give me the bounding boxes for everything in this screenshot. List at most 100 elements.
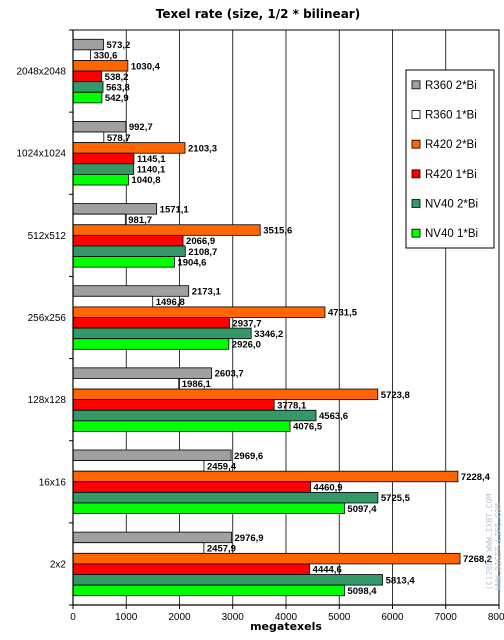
bar: [72, 174, 129, 186]
data-label: 1571,1: [160, 204, 190, 215]
x-tick-label: 1000: [115, 612, 138, 623]
data-label: 992,7: [129, 122, 153, 133]
watermark-line-1: (C)2004 WWW.IXBT.COM: [485, 493, 494, 590]
category-label: 128x128: [28, 395, 67, 406]
category-labels: 2048x2048 1024x1024 512x512 256x256 128x128 1…: [17, 67, 67, 571]
x-tick-label: 5000: [328, 612, 351, 623]
data-label: 1904,6: [177, 257, 206, 268]
bar: [72, 70, 103, 83]
bar: [72, 163, 135, 175]
bar: [72, 502, 345, 514]
legend-swatch: [411, 110, 421, 119]
data-label: 4460,9: [314, 483, 343, 494]
data-label: 2103,3: [188, 143, 217, 154]
data-label: 2969,6: [234, 451, 263, 462]
data-label: 4444,6: [313, 565, 342, 576]
data-label: 1145,1: [137, 154, 166, 165]
data-label: 578,7: [107, 133, 131, 144]
bar: [72, 552, 461, 565]
bar: [72, 256, 175, 268]
bar: [72, 152, 135, 165]
bar: [72, 563, 311, 575]
data-label: 2108,7: [188, 247, 217, 258]
x-tick-label: 8000: [488, 612, 504, 623]
bar: [72, 203, 158, 215]
data-label: 1040,8: [131, 175, 160, 186]
x-axis-title: megatexels: [250, 620, 322, 633]
bar: [72, 38, 104, 51]
tick-labels: 0 1000 2000 3000 4000 5000 6000 7000 8000: [70, 612, 504, 623]
data-label: 3515,6: [263, 226, 292, 237]
bar: [72, 213, 126, 226]
bar: [72, 91, 103, 104]
data-label: 3346,2: [254, 329, 283, 340]
x-tick-label: 0: [70, 612, 76, 623]
bar: [72, 367, 213, 379]
legend-label: R420 1*Bi: [425, 169, 477, 181]
x-tick-label: 6000: [381, 612, 404, 623]
data-label: 5723,8: [381, 390, 410, 401]
legend-box: [405, 69, 495, 249]
data-label: 1986,1: [182, 379, 212, 390]
bar: [72, 142, 186, 154]
data-label: 2976,9: [235, 533, 264, 544]
data-label: 2066,9: [186, 236, 215, 247]
category-label: 16x16: [39, 477, 67, 488]
bar: [72, 542, 205, 554]
data-label: 2457,9: [207, 544, 236, 555]
bar: [72, 327, 252, 340]
x-tick-label: 4000: [275, 612, 298, 623]
data-label: 330,6: [94, 51, 118, 62]
data-label: 563,8: [106, 82, 130, 93]
legend-swatch: [411, 199, 421, 208]
data-label: 2459,4: [207, 461, 237, 472]
bar: [72, 470, 459, 483]
bar: [72, 306, 326, 318]
data-label: 2603,7: [215, 369, 244, 380]
legend-swatch: [411, 169, 421, 179]
bar: [72, 491, 379, 504]
category-label: 256x256: [28, 313, 67, 324]
category-label: 2x2: [50, 559, 67, 570]
data-label: 1140,1: [137, 165, 166, 176]
category-label: 2048x2048: [17, 67, 67, 78]
bar: [72, 531, 232, 544]
legend-swatch: [411, 139, 421, 149]
data-label: 1496,8: [156, 297, 185, 308]
axes: [69, 29, 500, 609]
bar: [72, 420, 291, 432]
watermark-line-2: WWW.DIGIT-LIFE.COM: [494, 503, 503, 590]
data-label: 542,9: [105, 93, 129, 104]
bar: [72, 131, 105, 144]
data-label: 4563,6: [319, 411, 348, 422]
bar: [72, 121, 127, 133]
data-label: 7268,2: [463, 554, 492, 565]
bar: [72, 81, 104, 93]
category-label: 512x512: [28, 231, 67, 242]
bar: [72, 574, 383, 586]
x-tick-label: 2000: [168, 612, 191, 623]
data-label: 5098,4: [347, 586, 377, 597]
bar: [72, 245, 186, 257]
legend-label: R360 2*Bi: [425, 80, 477, 92]
data-label: 981,7: [128, 215, 152, 226]
data-label: 1030,4: [131, 61, 161, 72]
bar: [72, 378, 180, 390]
x-tick-label: 7000: [435, 612, 458, 623]
data-label: 5725,5: [381, 493, 411, 504]
bar: [72, 60, 129, 72]
legend-swatch: [411, 228, 421, 238]
bar: [72, 234, 184, 247]
bar: [72, 388, 379, 401]
data-label: 2937,7: [232, 318, 261, 329]
bar: [72, 49, 92, 61]
bar: [72, 449, 232, 461]
chart-title: Texel rate (size, 1/2 * bilinear): [156, 7, 360, 21]
data-label: 573,2: [107, 40, 131, 51]
legend-label: R360 1*Bi: [425, 110, 477, 122]
data-label: 4076,5: [293, 422, 323, 433]
watermark: (C)2004 WWW.IXBT.COM WWW.DIGIT-LIFE.COM: [485, 493, 503, 590]
bar: [72, 399, 275, 411]
